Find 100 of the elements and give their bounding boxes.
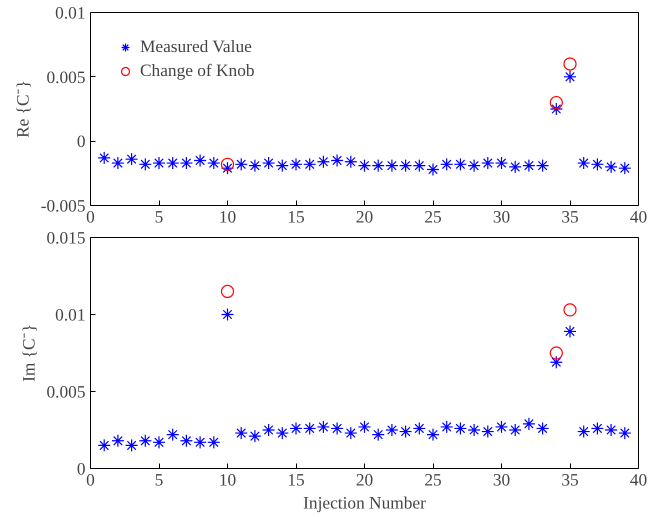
- point: [563, 57, 577, 71]
- point: [372, 159, 385, 172]
- point: [590, 158, 604, 171]
- point: [454, 422, 467, 436]
- point: [316, 420, 330, 434]
- point: [276, 159, 289, 172]
- point: [481, 424, 494, 438]
- point: [98, 438, 111, 452]
- point: [372, 428, 385, 442]
- x-tick-label: 5: [154, 208, 164, 226]
- point: [276, 426, 289, 440]
- point: [207, 436, 220, 449]
- point: [399, 424, 412, 438]
- point: [289, 422, 303, 436]
- x-tick-label: 30: [492, 470, 510, 490]
- x-tick-label: 5: [154, 470, 164, 490]
- point: [180, 434, 193, 448]
- x-tick-label: 35: [561, 470, 579, 490]
- point: [550, 356, 563, 369]
- point: [440, 420, 454, 434]
- point: [220, 284, 234, 298]
- point: [358, 159, 372, 172]
- point: [358, 420, 372, 434]
- point: [550, 346, 563, 360]
- point: [604, 423, 618, 437]
- point: [590, 422, 604, 436]
- point: [98, 151, 111, 164]
- point: [220, 308, 234, 322]
- point: [303, 422, 316, 436]
- point: [152, 436, 166, 449]
- point: [194, 436, 207, 449]
- x-tick-label: 15: [287, 470, 305, 490]
- x-tick-label: 10: [218, 208, 236, 226]
- point: [220, 162, 234, 175]
- point: [152, 156, 166, 170]
- point: [399, 159, 412, 172]
- point: [468, 423, 481, 437]
- point: [234, 426, 248, 440]
- point: [426, 428, 440, 442]
- y-axis-title: Re {C⁻}: [14, 80, 33, 138]
- y-tick-label: 0.015: [46, 228, 86, 248]
- point: [522, 417, 536, 430]
- point: [577, 156, 590, 170]
- x-tick-label: 15: [287, 208, 305, 226]
- point: [344, 426, 358, 440]
- point: [563, 303, 577, 316]
- point: [604, 160, 618, 174]
- point: [248, 430, 262, 443]
- x-tick-label: 30: [492, 208, 510, 226]
- point: [454, 158, 467, 171]
- point: [262, 423, 276, 437]
- point: [550, 96, 563, 110]
- point: [289, 158, 303, 171]
- point: [330, 422, 344, 436]
- point: [262, 156, 276, 170]
- point: [344, 155, 358, 168]
- point: [550, 102, 563, 116]
- point: [385, 159, 398, 172]
- point: [577, 424, 590, 438]
- point: [412, 422, 426, 436]
- y-tick-label: -0.005: [40, 196, 86, 216]
- point: [111, 434, 124, 448]
- point: [111, 156, 124, 170]
- point: [412, 159, 426, 172]
- legend-label: Change of Knob: [140, 61, 255, 81]
- point: [536, 422, 550, 436]
- point: [166, 156, 180, 170]
- point: [138, 158, 152, 171]
- x-tick-label: 25: [424, 470, 442, 490]
- point: [180, 156, 193, 170]
- point: [194, 154, 207, 168]
- point: [563, 324, 577, 338]
- point: [468, 159, 481, 172]
- x-tick-label: 35: [561, 208, 579, 226]
- point: [385, 423, 398, 437]
- point: [207, 156, 220, 170]
- y-tick-label: 0.01: [55, 4, 86, 22]
- point: [125, 438, 138, 452]
- point: [234, 158, 248, 171]
- point: [563, 70, 577, 84]
- y-axis-title: Im {C⁻}: [20, 324, 39, 382]
- point: [248, 159, 262, 172]
- x-tick-label: 40: [630, 208, 648, 226]
- y-tick-label: 0.005: [46, 382, 86, 402]
- point: [440, 158, 454, 171]
- point: [536, 159, 550, 172]
- x-axis-title: Injection Number: [303, 494, 426, 512]
- point: [618, 162, 632, 175]
- legend-label: Measured Value: [140, 37, 252, 57]
- point: [330, 154, 344, 168]
- point: [125, 152, 138, 166]
- y-tick-label: 0: [76, 132, 86, 152]
- point: [494, 156, 508, 170]
- y-tick-label: 0.01: [55, 306, 86, 324]
- x-tick-label: 40: [630, 470, 648, 490]
- point: [618, 426, 632, 440]
- point: [138, 434, 152, 448]
- point: [481, 156, 494, 170]
- x-tick-label: 20: [356, 208, 374, 226]
- x-tick-label: 20: [356, 470, 374, 490]
